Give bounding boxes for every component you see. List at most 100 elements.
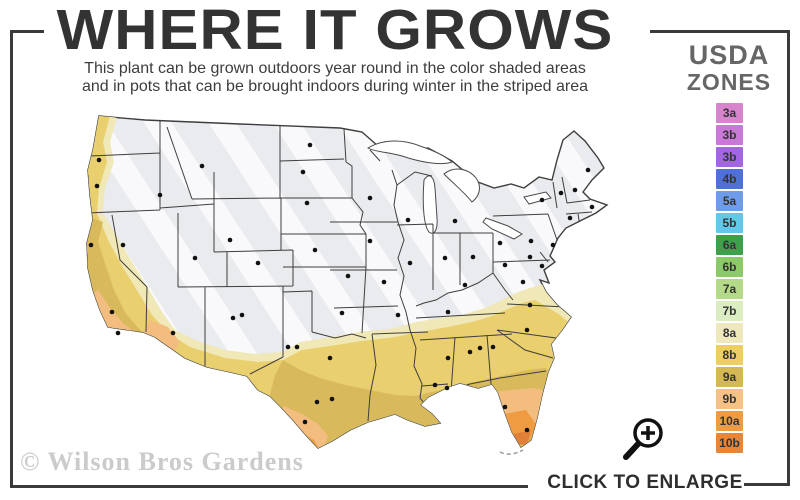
legend-zone-chip-8b: 8b xyxy=(716,345,743,365)
map-dot xyxy=(327,355,333,361)
map-dot xyxy=(444,385,450,391)
frame-bottom-left xyxy=(10,485,528,488)
map-dot xyxy=(302,419,308,425)
map-dot xyxy=(96,157,102,163)
map-dot xyxy=(527,254,533,260)
legend-zone-chip-10a: 10a xyxy=(716,411,743,431)
subtitle-line-1: This plant can be grown outdoors year ro… xyxy=(84,60,586,77)
map-dot xyxy=(395,312,401,318)
lake-erie xyxy=(482,217,523,240)
map-dot xyxy=(550,242,556,248)
map-dot xyxy=(199,163,205,169)
legend-zone-chip-5a: 5a xyxy=(716,191,743,211)
legend-zone-chip-3b: 3b xyxy=(716,125,743,145)
map-dot xyxy=(445,355,451,361)
watermark: © Wilson Bros Gardens xyxy=(20,447,304,476)
map-dot xyxy=(88,242,94,248)
frame-bottom-right xyxy=(744,483,790,486)
map-dot xyxy=(520,279,526,285)
legend-zone-chip-5b: 5b xyxy=(716,213,743,233)
legend-title-usda: USDA xyxy=(688,40,770,70)
florida-keys xyxy=(499,449,524,455)
map-dot xyxy=(567,215,573,221)
map-dot xyxy=(170,330,176,336)
map-dot xyxy=(94,183,100,189)
map-dot xyxy=(502,404,508,410)
legend-zone-chip-7a: 7a xyxy=(716,279,743,299)
subtitle-line-2: and in pots that can be brought indoors … xyxy=(81,78,589,96)
map-dot xyxy=(452,218,458,224)
click-to-enlarge-button[interactable]: CLICK TO ENLARGE xyxy=(540,416,750,494)
map-dot xyxy=(589,204,595,210)
map-dot xyxy=(585,167,591,173)
map-dot xyxy=(477,345,483,351)
great-lakes xyxy=(367,140,552,240)
map-dot xyxy=(312,247,318,253)
map-dot xyxy=(192,255,198,261)
legend-zone-chip-9b: 9b xyxy=(716,389,743,409)
map-dot xyxy=(539,263,545,269)
map-dot xyxy=(432,382,438,388)
legend-zone-chip-6b: 6b xyxy=(716,257,743,277)
map-dot xyxy=(381,279,387,285)
frame-right xyxy=(787,30,790,486)
legend-zone-chip-3a: 3a xyxy=(716,103,743,123)
lake-superior xyxy=(367,140,453,165)
map-dot xyxy=(239,312,245,318)
map-dot xyxy=(345,273,351,279)
map-dot xyxy=(115,330,121,336)
lake-michigan xyxy=(422,175,438,234)
state-dots xyxy=(88,142,595,433)
map-dot xyxy=(157,192,163,198)
map-dot xyxy=(490,344,496,350)
map-dot xyxy=(304,200,310,206)
usda-zones-legend-title: USDA ZONES xyxy=(676,42,782,94)
legend-zone-chip-8a: 8a xyxy=(716,323,743,343)
map-dot xyxy=(339,310,345,316)
map-dot xyxy=(528,238,534,244)
frame-top-left xyxy=(10,30,44,33)
map-dot xyxy=(572,187,578,193)
magnifier-plus-icon[interactable] xyxy=(618,416,672,464)
map-dot xyxy=(524,327,530,333)
frame-left xyxy=(10,30,13,488)
map-dot xyxy=(539,197,545,203)
map-dot xyxy=(255,260,261,266)
legend-zone-chip-3b: 3b xyxy=(716,147,743,167)
click-to-enlarge-label[interactable]: CLICK TO ENLARGE xyxy=(547,472,743,493)
map-dot xyxy=(294,344,300,350)
map-dot xyxy=(558,190,564,196)
subtitle: This plant can be grown outdoors year ro… xyxy=(15,60,655,97)
map-dot xyxy=(300,169,306,175)
map-dot xyxy=(314,399,320,405)
map-dot xyxy=(367,238,373,244)
map-dot xyxy=(120,242,126,248)
lake-huron xyxy=(443,168,480,203)
legend-zone-chip-10b: 10b xyxy=(716,433,743,453)
map-dot xyxy=(497,240,503,246)
map-dot xyxy=(307,142,313,148)
map-dot xyxy=(524,427,530,433)
legend-zone-chip-9a: 9a xyxy=(716,367,743,387)
legend-title-zones: ZONES xyxy=(686,69,772,95)
map-dot xyxy=(227,237,233,243)
page-title: WHERE IT GROWS xyxy=(56,0,614,62)
map-dot xyxy=(527,302,533,308)
frame-top-right xyxy=(650,30,790,33)
legend-zone-chip-6a: 6a xyxy=(716,235,743,255)
map-dot xyxy=(285,344,291,350)
map-dot xyxy=(230,315,236,321)
map-dot xyxy=(329,396,335,402)
legend-chips: 3a 3b 3b 4b 5a 5b 6a 6b 7a 7b 8a 8b 9a 9b 10a 10b xyxy=(716,103,743,455)
map-dot xyxy=(462,282,468,288)
map-dot xyxy=(405,217,411,223)
map-dot xyxy=(407,260,413,266)
legend-zone-chip-4b: 4b xyxy=(716,169,743,189)
map-dot xyxy=(467,349,473,355)
map-dot xyxy=(445,309,451,315)
lake-ontario xyxy=(523,191,552,205)
map-dot xyxy=(470,254,476,260)
map-dot xyxy=(502,262,508,268)
